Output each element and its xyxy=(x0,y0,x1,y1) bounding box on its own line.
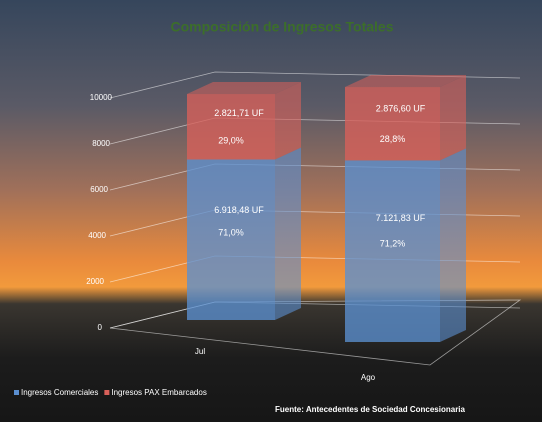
y-tick-label: 4000 xyxy=(88,231,106,240)
bar-side xyxy=(440,148,466,342)
value-label: 7.121,83 UF xyxy=(376,213,426,223)
bar xyxy=(345,87,440,160)
bar-side xyxy=(275,82,301,159)
share-label: 71,2% xyxy=(380,238,406,248)
legend-swatch xyxy=(104,390,109,395)
y-tick-label: 2000 xyxy=(86,277,104,286)
bar-side xyxy=(440,75,466,160)
value-label: 2.821,71 UF xyxy=(214,108,264,118)
legend-label: Ingresos Comerciales xyxy=(21,388,98,397)
y-tick-label: 10000 xyxy=(90,93,113,102)
x-tick-label: Jul xyxy=(195,347,205,356)
bar-side xyxy=(275,147,301,320)
value-label: 2.876,60 UF xyxy=(376,103,426,113)
value-label: 6.918,48 UF xyxy=(214,205,264,215)
page: Composición de Ingresos Totales Fuente: … xyxy=(0,0,542,422)
chart-title: Composición de Ingresos Totales xyxy=(170,19,393,35)
bar xyxy=(187,159,275,320)
legend-label: Ingresos PAX Embarcados xyxy=(111,388,206,397)
y-tick-label: 0 xyxy=(98,323,103,332)
share-label: 71,0% xyxy=(218,228,244,238)
bar xyxy=(345,160,440,342)
bar xyxy=(187,94,275,159)
y-tick-label: 8000 xyxy=(92,139,110,148)
share-label: 29,0% xyxy=(218,136,244,146)
share-label: 28,8% xyxy=(380,134,406,144)
x-tick-label: Ago xyxy=(361,373,376,382)
legend-swatch xyxy=(14,390,19,395)
y-tick-label: 6000 xyxy=(90,185,108,194)
chart: Composición de Ingresos Totales Fuente: … xyxy=(0,0,542,422)
source-note: Fuente: Antecedentes de Sociedad Concesi… xyxy=(275,405,466,414)
